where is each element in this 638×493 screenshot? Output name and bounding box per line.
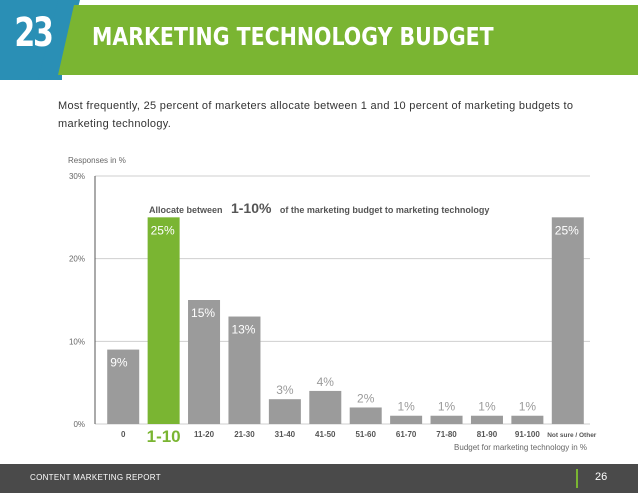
data-label: 25% — [555, 223, 579, 237]
data-label: 2% — [357, 391, 375, 405]
bar — [228, 316, 261, 424]
bar — [430, 415, 463, 424]
annotation-suffix: of the marketing budget to marketing tec… — [280, 205, 490, 215]
section-number: 23 — [14, 10, 54, 56]
data-label: 1% — [478, 400, 496, 414]
y-tick-label: 10% — [69, 337, 85, 346]
bar — [511, 415, 544, 424]
bar — [188, 300, 221, 424]
x-tick-label: 71-80 — [436, 430, 457, 439]
x-axis-label: Budget for marketing technology in % — [454, 443, 587, 452]
bar — [107, 349, 140, 424]
bar — [470, 415, 503, 424]
x-tick-label: 61-70 — [396, 430, 417, 439]
data-label: 3% — [276, 383, 294, 397]
x-tick-label: 11-20 — [194, 430, 215, 439]
x-tick-label: 81-90 — [477, 430, 498, 439]
data-label: 1% — [519, 400, 537, 414]
section-number-block: 23 — [0, 0, 80, 80]
annotation-emphasis: 1-10% — [231, 200, 272, 216]
x-tick-label: 91-100 — [515, 430, 540, 439]
y-tick-label: 30% — [69, 172, 85, 181]
x-tick-label: 21-30 — [234, 430, 255, 439]
data-label: 1% — [438, 400, 456, 414]
x-tick-label: 41-50 — [315, 430, 336, 439]
data-label: 13% — [231, 323, 255, 337]
data-label: 1% — [397, 400, 415, 414]
footer-report-name: CONTENT MARKETING REPORT — [30, 473, 161, 482]
bar — [147, 217, 180, 424]
bar — [551, 217, 584, 424]
page-title: MARKETING TECHNOLOGY BUDGET — [92, 22, 494, 51]
footer: CONTENT MARKETING REPORT 26 — [0, 464, 638, 493]
x-tick-label: 31-40 — [275, 430, 296, 439]
x-tick-label: 0 — [121, 430, 126, 439]
footer-separator — [576, 469, 578, 488]
x-tick-label: Not sure / Other — [547, 432, 597, 439]
bar — [268, 399, 301, 424]
data-label: 25% — [151, 223, 175, 237]
data-label: 9% — [110, 356, 128, 370]
page-number: 26 — [595, 471, 608, 483]
bar-chart: Responses in % Budget for marketing tech… — [68, 156, 597, 452]
bar — [390, 415, 423, 424]
annotation-prefix: Allocate between — [149, 205, 223, 215]
y-tick-label: 20% — [69, 255, 85, 264]
chart-annotation: Allocate between 1-10% of the marketing … — [149, 200, 489, 217]
bar — [309, 390, 342, 424]
y-tick-label: 0% — [73, 420, 85, 429]
x-tick-label: 1-10 — [147, 427, 181, 446]
bar — [349, 407, 382, 424]
subtitle: Most frequently, 25 percent of marketers… — [58, 100, 574, 130]
data-label: 15% — [191, 306, 215, 320]
data-label: 4% — [317, 375, 335, 389]
y-axis-label: Responses in % — [68, 156, 126, 165]
title-bar — [58, 5, 638, 75]
x-tick-label: 51-60 — [355, 430, 376, 439]
